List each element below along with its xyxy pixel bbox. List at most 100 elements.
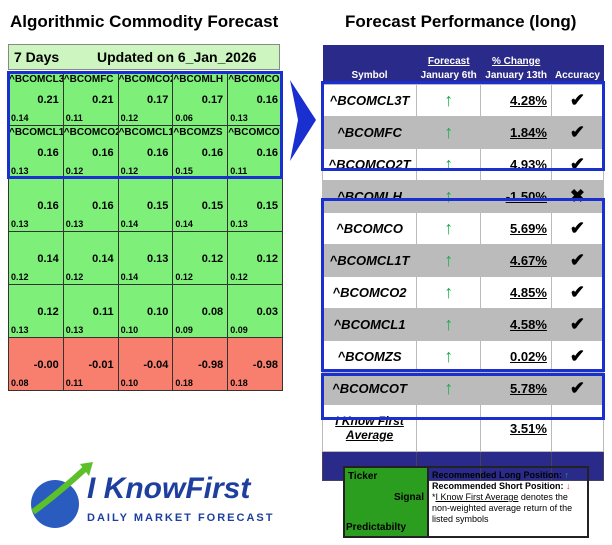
predictability: 0.11 — [65, 113, 83, 123]
col-symbol: Symbol — [322, 45, 417, 85]
legend: Ticker Signal Predictabilty Recommended … — [343, 466, 589, 538]
predictability: 0.18 — [175, 378, 193, 388]
ticker: ^BCOMFC — [63, 74, 114, 85]
forecast-header: 7 Days Updated on 6_Jan_2026 — [8, 44, 280, 70]
change: 4.28% — [480, 84, 552, 117]
predictability: 0.13 — [230, 113, 248, 123]
col-forecast: Forecast January 6th — [416, 45, 481, 85]
forecast-cell: 0.14 0.12 — [9, 232, 64, 285]
signal: 0.16 — [37, 200, 59, 212]
ticker: ^BCOMZS — [173, 127, 223, 138]
symbol: ^BCOMCO — [321, 212, 418, 245]
check-icon: ✔ — [550, 212, 605, 245]
logo-globe-icon — [31, 462, 93, 528]
average-change: 3.51% — [480, 404, 552, 452]
table-row: ^BCOMZS ↑ 0.02% ✔ — [321, 340, 605, 373]
symbol: ^BCOMZS — [321, 340, 418, 373]
forecast-cell: ^BCOMCL1 0.16 0.12 — [118, 126, 174, 179]
legend-key: Ticker Signal Predictabilty — [345, 468, 429, 536]
change: 0.02% — [480, 340, 552, 373]
forecast-heatmap: ^BCOMCL3T 0.21 0.14 ^BCOMFC 0.21 0.11 ^BCOMCO2… — [8, 72, 283, 391]
arrow-up-icon: ↑ — [416, 116, 482, 149]
symbol: ^BCOMCL3T — [321, 84, 418, 117]
check-icon: ✔ — [550, 340, 605, 373]
symbol: ^BCOMCL1T — [321, 244, 418, 277]
forecast-cell: ^BCOMCL1T 0.16 0.13 — [9, 126, 64, 179]
check-icon: ✔ — [550, 372, 605, 405]
right-title: Forecast Performance (long) — [345, 12, 577, 31]
forecast-cell: -0.01 0.11 — [63, 338, 119, 391]
arrow-up-icon: ↑ — [416, 212, 482, 245]
forecast-cell: 0.13 0.14 — [118, 232, 174, 285]
chevron-right-icon — [290, 80, 316, 161]
signal: 0.15 — [256, 200, 278, 212]
predictability: 0.08 — [11, 378, 29, 388]
forecast-cell: ^BCOMCOT 0.16 0.11 — [228, 126, 283, 179]
forecast-cell: 0.12 0.12 — [173, 232, 229, 285]
arrow-down-icon: ↓ — [566, 481, 571, 491]
predictability: 0.12 — [65, 272, 84, 282]
arrow-up-icon: ↑ — [416, 276, 482, 309]
forecast-cell: 0.12 0.12 — [228, 232, 283, 285]
predictability: 0.18 — [230, 378, 248, 388]
signal: 0.17 — [146, 94, 169, 106]
signal: -0.98 — [198, 359, 224, 371]
forecast-cell: 0.12 0.13 — [9, 285, 64, 338]
signal: 0.16 — [256, 147, 278, 159]
legend-text: Recommended Long Position: ↑ Recommended… — [432, 470, 573, 524]
change: 4.58% — [480, 308, 552, 341]
check-icon: ✔ — [550, 308, 605, 341]
change: -1.50% — [480, 180, 552, 213]
forecast-cell: 0.08 0.09 — [173, 285, 229, 338]
signal: 0.03 — [256, 306, 278, 318]
signal: 0.16 — [256, 94, 278, 106]
signal: 0.12 — [37, 306, 59, 318]
forecast-cell: ^BCOMCO2 0.16 0.12 — [63, 126, 119, 179]
predictability: 0.09 — [175, 325, 193, 335]
table-row: ^BCOMCL1T ↑ 4.67% ✔ — [321, 244, 605, 277]
forecast-cell: ^BCOMZS 0.16 0.15 — [173, 126, 229, 179]
predictability: 0.10 — [120, 325, 139, 335]
ticker: ^BCOMCL1 — [118, 127, 173, 138]
signal: 0.14 — [92, 253, 114, 265]
table-row: ^BCOMCO ↑ 5.69% ✔ — [321, 212, 605, 245]
signal: 0.14 — [37, 253, 59, 265]
change: 5.69% — [480, 212, 552, 245]
table-row: ^BCOMCL1 ↑ 4.58% ✔ — [321, 308, 605, 341]
signal: 0.15 — [146, 200, 169, 212]
signal: 0.13 — [146, 253, 169, 265]
forecast-cell: 0.16 0.13 — [63, 179, 119, 232]
ticker: ^BCOMLH — [173, 74, 224, 85]
signal: -0.01 — [88, 359, 114, 371]
signal: 0.12 — [201, 253, 224, 265]
predictability: 0.12 — [65, 166, 84, 176]
signal: -0.04 — [143, 359, 169, 371]
ticker: ^BCOMCL1T — [9, 127, 63, 138]
left-title: Algorithmic Commodity Forecast — [10, 12, 279, 31]
table-row: ^BCOMCO2T ↑ 4.93% ✔ — [321, 148, 605, 181]
table-row: ^BCOMCOT ↑ 5.78% ✔ — [321, 372, 605, 405]
predictability: 0.11 — [65, 378, 83, 388]
signal: 0.16 — [92, 147, 114, 159]
forecast-cell: ^BCOMLH 0.17 0.06 — [173, 73, 229, 126]
predictability: 0.12 — [120, 113, 139, 123]
updated-label: Updated on 6_Jan_2026 — [97, 49, 257, 65]
forecast-cell: 0.16 0.13 — [9, 179, 64, 232]
symbol: ^BCOMCO2T — [321, 148, 418, 181]
check-icon: ✔ — [550, 276, 605, 309]
symbol: ^BCOMCOT — [321, 372, 418, 405]
logo: I KnowFirst Daily Market Forecast — [25, 462, 285, 532]
check-icon: ✔ — [550, 84, 605, 117]
forecast-cell: 0.10 0.10 — [118, 285, 174, 338]
signal: 0.16 — [201, 147, 224, 159]
col-change: % Change January 13th — [480, 45, 552, 85]
signal: 0.16 — [37, 147, 59, 159]
forecast-cell: ^BCOMCO 0.16 0.13 — [228, 73, 283, 126]
check-icon: ✔ — [550, 148, 605, 181]
symbol: ^BCOMCO2 — [321, 276, 418, 309]
predictability: 0.13 — [230, 219, 248, 229]
ticker: ^BCOMCO2 — [63, 127, 118, 138]
predictability: 0.14 — [11, 113, 29, 123]
predictability: 0.14 — [120, 219, 139, 229]
signal: 0.17 — [201, 94, 224, 106]
